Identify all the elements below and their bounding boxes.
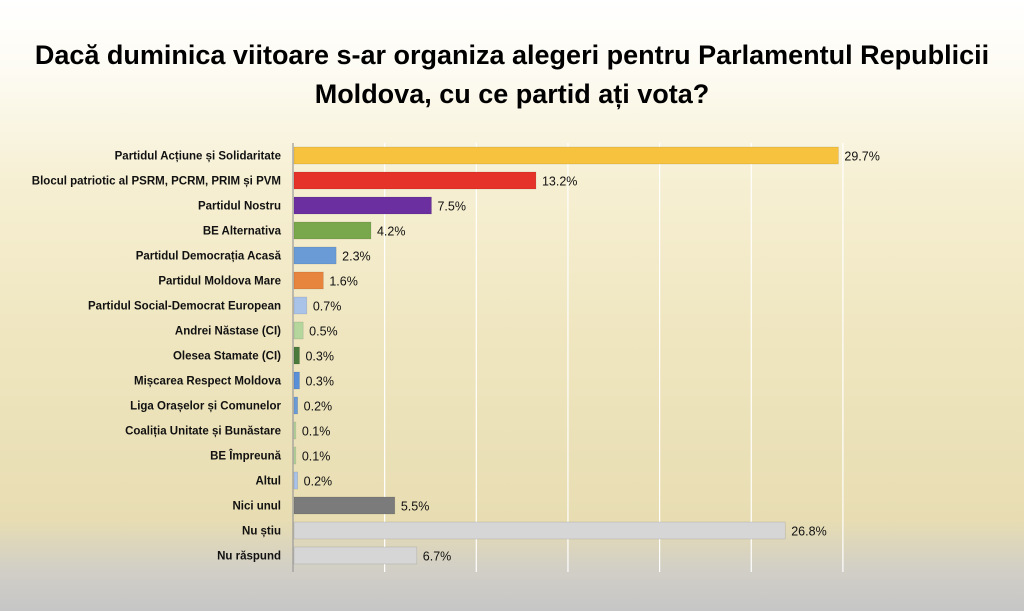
category-label: Mișcarea Respect Moldova	[134, 376, 282, 388]
bar	[293, 396, 298, 415]
bar	[293, 296, 308, 315]
value-label: 0.2%	[304, 400, 333, 414]
value-label: 0.3%	[305, 375, 334, 389]
category-label: Altul	[255, 476, 281, 488]
category-labels: Partidul Acțiune și Solidaritate Blocul p…	[32, 151, 282, 563]
bar	[293, 221, 372, 240]
bar	[293, 446, 297, 465]
value-label: 0.5%	[309, 325, 338, 339]
value-label: 0.7%	[313, 300, 342, 314]
bar	[293, 146, 839, 165]
grid-lines	[292, 143, 844, 572]
category-label: Coaliția Unitate și Bunăstare	[125, 426, 281, 438]
category-label: Andrei Năstase (CI)	[175, 326, 281, 338]
value-label: 0.1%	[302, 450, 331, 464]
bar	[293, 171, 537, 190]
chart-title: Dacă duminica viitoare s-ar organiza ale…	[34, 40, 990, 109]
category-label: Partidul Social-Democrat European	[88, 301, 281, 313]
bar	[293, 321, 304, 340]
category-label: Nu știu	[242, 526, 281, 538]
bar	[293, 521, 786, 540]
value-label: 13.2%	[542, 175, 577, 189]
category-label: Partidul Moldova Mare	[158, 276, 281, 288]
category-label: Nici unul	[232, 501, 281, 513]
value-label: 0.3%	[305, 350, 334, 364]
category-label: Liga Orașelor și Comunelor	[130, 401, 281, 413]
value-label: 1.6%	[329, 275, 358, 289]
value-label: 2.3%	[342, 250, 371, 264]
value-label: 26.8%	[791, 525, 826, 539]
category-label: Nu răspund	[217, 551, 281, 563]
category-label: BE Alternativa	[203, 226, 282, 238]
bar	[293, 246, 337, 265]
category-label: Blocul patriotic al PSRM, PCRM, PRIM și …	[32, 176, 281, 188]
bar	[293, 346, 300, 365]
bars-group	[293, 146, 839, 565]
value-label: 0.1%	[302, 425, 331, 439]
value-label: 7.5%	[437, 200, 466, 214]
bar	[293, 471, 298, 490]
bar	[293, 371, 300, 390]
value-labels: 29.7% 13.2% 7.5% 4.2% 2.3% 1.6% 0.7% 0.5% 0.3% 0.…	[302, 150, 880, 564]
category-label: BE Împreună	[210, 450, 282, 463]
category-label: Olesea Stamate (CI)	[173, 351, 281, 363]
value-label: 4.2%	[377, 225, 406, 239]
bar	[293, 196, 432, 215]
bar	[293, 421, 297, 440]
value-label: 0.2%	[304, 475, 333, 489]
category-label: Partidul Democrația Acasă	[136, 251, 282, 263]
bar	[293, 496, 396, 515]
bar	[293, 271, 324, 290]
value-label: 29.7%	[844, 150, 879, 164]
value-label: 6.7%	[423, 550, 452, 564]
category-label: Partidul Acțiune și Solidaritate	[115, 151, 281, 163]
bar	[293, 546, 418, 565]
value-label: 5.5%	[401, 500, 430, 514]
category-label: Partidul Nostru	[198, 201, 281, 213]
